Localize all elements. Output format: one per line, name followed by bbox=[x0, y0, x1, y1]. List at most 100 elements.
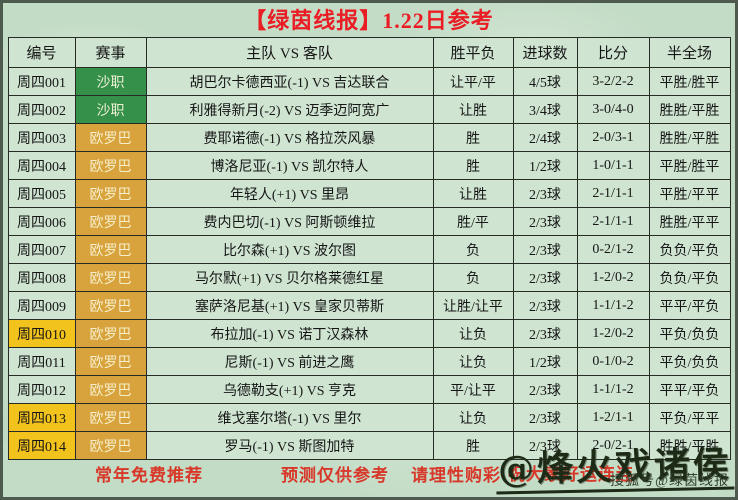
cell-halffull: 平胜/平平 bbox=[648, 179, 731, 208]
cell-score: 1-0/1-1 bbox=[576, 151, 650, 180]
cell-wdl: 让胜 bbox=[432, 179, 514, 208]
cell-goals: 2/3球 bbox=[512, 179, 578, 208]
cell-match: 尼斯(-1) VS 前进之鹰 bbox=[145, 347, 434, 376]
cell-match: 利雅得新月(-2) VS 迈季迈阿宽广 bbox=[145, 95, 434, 124]
table-row: 周四010 欧罗巴 布拉加(-1) VS 诺丁汉森林 让负 2/3球 1-2/0-2 平负/… bbox=[7, 319, 731, 348]
cell-score: 1-1/1-2 bbox=[576, 291, 650, 320]
cell-league: 欧罗巴 bbox=[74, 375, 147, 404]
cell-match: 年轻人(+1) VS 里昂 bbox=[145, 179, 434, 208]
cell-number: 周四003 bbox=[7, 123, 76, 152]
cell-halffull: 平负/平平 bbox=[648, 403, 731, 432]
predictions-table: 编号 赛事 主队 VS 客队 胜平负 进球数 比分 半全场 周四001 沙职 胡巴尔… bbox=[7, 37, 731, 460]
cell-match: 乌德勒支(+1) VS 亨克 bbox=[145, 375, 434, 404]
cell-score: 1-2/1-1 bbox=[576, 403, 650, 432]
cell-goals: 3/4球 bbox=[512, 95, 578, 124]
cell-halffull: 平负/负负 bbox=[648, 319, 731, 348]
cell-goals: 4/5球 bbox=[512, 67, 578, 96]
cell-number: 周四007 bbox=[7, 235, 76, 264]
cell-number: 周四002 bbox=[7, 95, 76, 124]
cell-league: 沙职 bbox=[74, 95, 147, 124]
col-header-goals: 进球数 bbox=[512, 37, 578, 68]
cell-goals: 2/4球 bbox=[512, 123, 578, 152]
cell-halffull: 负负/平负 bbox=[648, 235, 731, 264]
cell-goals: 2/3球 bbox=[512, 431, 578, 460]
cell-wdl: 让负 bbox=[432, 319, 514, 348]
cell-league: 欧罗巴 bbox=[74, 179, 147, 208]
cell-number: 周四005 bbox=[7, 179, 76, 208]
cell-match: 费耶诺德(-1) VS 格拉茨风暴 bbox=[145, 123, 434, 152]
cell-number: 周四013 bbox=[7, 403, 76, 432]
cell-league: 欧罗巴 bbox=[74, 431, 147, 460]
table-body: 周四001 沙职 胡巴尔卡德西亚(-1) VS 吉达联合 让平/平 4/5球 3-2/2-… bbox=[7, 67, 731, 460]
col-header-match: 主队 VS 客队 bbox=[145, 37, 434, 68]
footer-free-text: 常年免费推荐 bbox=[95, 466, 203, 485]
cell-halffull: 平平/平负 bbox=[648, 291, 731, 320]
footer-bar: 常年免费推荐 预测仅供参考 请理性购彩 bbox=[3, 460, 735, 491]
cell-match: 胡巴尔卡德西亚(-1) VS 吉达联合 bbox=[145, 67, 434, 96]
table-row: 周四003 欧罗巴 费耶诺德(-1) VS 格拉茨风暴胜 2/4球 2-0/3-1 胜胜/… bbox=[7, 123, 731, 152]
cell-score: 2-1/1-1 bbox=[576, 207, 650, 236]
table-header: 编号 赛事 主队 VS 客队 胜平负 进球数 比分 半全场 bbox=[7, 37, 731, 68]
cell-match: 马尔默(+1) VS 贝尔格莱德红星 bbox=[145, 263, 434, 292]
cell-goals: 2/3球 bbox=[512, 291, 578, 320]
cell-score: 2-1/1-1 bbox=[576, 179, 650, 208]
cell-halffull: 平胜/胜平 bbox=[648, 67, 731, 96]
cell-score: 2-0/3-1 bbox=[576, 123, 650, 152]
cell-number: 周四014 bbox=[7, 431, 76, 460]
cell-number: 周四012 bbox=[7, 375, 76, 404]
cell-score: 0-1/0-2 bbox=[576, 347, 650, 376]
table-row: 周四012 欧罗巴 乌德勒支(+1) VS 亨克 平/让平 2/3球 1-1/1-2 平平/… bbox=[7, 375, 731, 404]
cell-number: 周四010 bbox=[7, 319, 76, 348]
cell-goals: 2/3球 bbox=[512, 207, 578, 236]
header-row: 编号 赛事 主队 VS 客队 胜平负 进球数 比分 半全场 bbox=[7, 37, 731, 68]
cell-league: 欧罗巴 bbox=[74, 347, 147, 376]
cell-league: 欧罗巴 bbox=[74, 151, 147, 180]
cell-match: 费内巴切(-1) VS 阿斯顿维拉 bbox=[145, 207, 434, 236]
cell-number: 周四004 bbox=[7, 151, 76, 180]
col-header-number: 编号 bbox=[7, 37, 76, 68]
cell-halffull: 胜胜/平胜 bbox=[648, 95, 731, 124]
cell-wdl: 让胜 bbox=[432, 95, 514, 124]
cell-score: 1-2/0-2 bbox=[576, 319, 650, 348]
cell-wdl: 让胜/让平 bbox=[432, 291, 514, 320]
cell-number: 周四009 bbox=[7, 291, 76, 320]
cell-halffull: 负负/平负 bbox=[648, 263, 731, 292]
table-row: 周四009 欧罗巴 塞萨洛尼基(+1) VS 皇家贝蒂斯 让胜/让平 2/3球 1-1/1… bbox=[7, 291, 731, 320]
cell-league: 欧罗巴 bbox=[74, 403, 147, 432]
cell-score: 3-0/4-0 bbox=[576, 95, 650, 124]
cell-goals: 2/3球 bbox=[512, 375, 578, 404]
table-row: 周四008 欧罗巴 马尔默(+1) VS 贝尔格莱德红星负 2/3球 1-2/0-2 负负… bbox=[7, 263, 731, 292]
table-row: 周四013 欧罗巴 维戈塞尔塔(-1) VS 里尔 让负 2/3球 1-2/1-1 平负/平… bbox=[7, 403, 731, 432]
page-title: 【绿茵线报】1.22日参考 bbox=[244, 8, 494, 33]
col-header-wdl: 胜平负 bbox=[432, 37, 514, 68]
col-header-score: 比分 bbox=[576, 37, 650, 68]
cell-goals: 1/2球 bbox=[512, 347, 578, 376]
table-row: 周四014 欧罗巴 罗马(-1) VS 斯图加特胜 2/3球 2-0/2-1 胜胜/平胜 bbox=[7, 431, 731, 460]
cell-number: 周四008 bbox=[7, 263, 76, 292]
cell-score: 3-2/2-2 bbox=[576, 67, 650, 96]
cell-wdl: 胜/平 bbox=[432, 207, 514, 236]
cell-goals: 1/2球 bbox=[512, 151, 578, 180]
table-row: 周四005 欧罗巴 年轻人(+1) VS 里昂 让胜 2/3球 2-1/1-1 平胜/平平 bbox=[7, 179, 731, 208]
cell-wdl: 胜 bbox=[432, 123, 514, 152]
cell-league: 欧罗巴 bbox=[74, 291, 147, 320]
cell-halffull: 平平/平负 bbox=[648, 375, 731, 404]
cell-goals: 2/3球 bbox=[512, 263, 578, 292]
table-row: 周四011 欧罗巴 尼斯(-1) VS 前进之鹰 让负 1/2球 0-1/0-2 平负/负负 bbox=[7, 347, 731, 376]
footer-disclaimer-text: 预测仅供参考 bbox=[281, 466, 389, 485]
cell-match: 塞萨洛尼基(+1) VS 皇家贝蒂斯 bbox=[145, 291, 434, 320]
cell-score: 0-2/1-2 bbox=[576, 235, 650, 264]
cell-match: 比尔森(+1) VS 波尔图 bbox=[145, 235, 434, 264]
cell-goals: 2/3球 bbox=[512, 403, 578, 432]
cell-score: 1-1/1-2 bbox=[576, 375, 650, 404]
cell-halffull: 平负/负负 bbox=[648, 347, 731, 376]
cell-wdl: 负 bbox=[432, 235, 514, 264]
table-row: 周四004 欧罗巴 博洛尼亚(-1) VS 凯尔特人胜 1/2球 1-0/1-1 平胜/胜… bbox=[7, 151, 731, 180]
cell-wdl: 负 bbox=[432, 263, 514, 292]
footer-luck-text: 祝大家好运连连 bbox=[508, 465, 634, 484]
cell-league: 欧罗巴 bbox=[74, 207, 147, 236]
cell-score: 2-0/2-1 bbox=[576, 431, 650, 460]
cell-halffull: 胜胜/平胜 bbox=[648, 431, 731, 460]
cell-number: 周四001 bbox=[7, 67, 76, 96]
